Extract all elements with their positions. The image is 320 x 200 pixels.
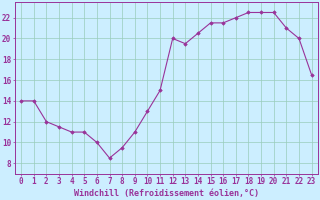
X-axis label: Windchill (Refroidissement éolien,°C): Windchill (Refroidissement éolien,°C) bbox=[74, 189, 259, 198]
